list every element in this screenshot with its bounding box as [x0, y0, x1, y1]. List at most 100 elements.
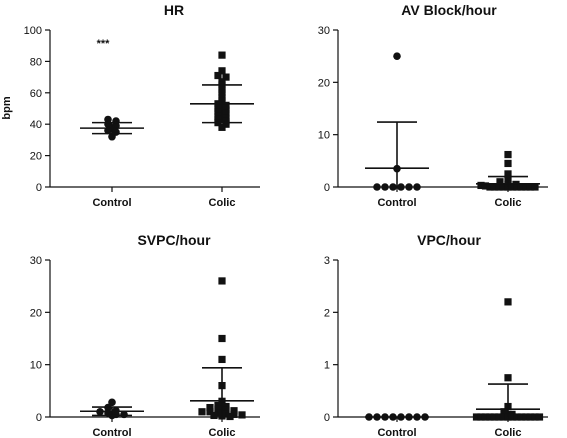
data-point-colic: [481, 182, 490, 190]
data-point-colic: [222, 109, 230, 117]
data-point-colic: [499, 413, 508, 421]
y-tick-label: 0: [36, 412, 42, 424]
y-tick-label: 0: [324, 182, 330, 194]
data-point-colic: [508, 413, 517, 421]
data-point-colic: [206, 408, 214, 416]
data-point-colic: [222, 410, 230, 418]
panel-title: SVPC/hour: [137, 232, 211, 248]
y-tick-label: 20: [30, 307, 42, 319]
y-tick-label: 60: [30, 88, 42, 100]
data-point-colic: [486, 183, 494, 191]
data-point-control: [405, 183, 413, 191]
data-point-colic: [531, 183, 539, 191]
data-point-colic: [214, 71, 222, 80]
data-point-control: [381, 183, 389, 191]
x-category-label: Colic: [209, 427, 236, 438]
panel-title: VPC/hour: [417, 232, 481, 248]
data-point-control: [393, 52, 401, 60]
data-point-colic: [513, 183, 521, 191]
data-point-colic: [499, 183, 508, 191]
data-point-colic: [214, 108, 222, 116]
data-point-colic: [222, 120, 230, 128]
y-tick-label: 10: [30, 360, 42, 372]
data-point-colic: [230, 407, 238, 415]
data-point-colic: [222, 73, 230, 81]
y-tick-label: 40: [30, 119, 42, 131]
y-tick-label: 3: [324, 255, 330, 267]
data-point-colic: [218, 355, 226, 364]
x-category-label: Colic: [495, 197, 522, 209]
data-point-colic: [226, 412, 234, 421]
data-point-control: [389, 183, 397, 191]
data-point-colic: [210, 411, 218, 420]
x-category-label: Colic: [209, 197, 236, 209]
data-point-colic: [214, 409, 222, 417]
y-axis-label: bpm: [1, 96, 13, 119]
data-point-colic: [486, 413, 494, 421]
x-category-label: Control: [377, 427, 416, 438]
data-point-colic: [477, 181, 485, 190]
data-point-control: [108, 398, 116, 407]
data-point-colic: [230, 410, 238, 418]
y-tick-label: 30: [30, 255, 42, 267]
data-point-colic: [535, 413, 544, 421]
y-tick-label: 1: [324, 360, 330, 372]
data-point-colic: [490, 413, 499, 421]
panel-title: AV Block/hour: [401, 2, 497, 18]
data-point-colic: [206, 403, 214, 412]
data-point-colic: [513, 413, 521, 421]
data-point-colic: [198, 408, 206, 416]
data-point-colic: [495, 413, 503, 421]
data-point-colic: [508, 183, 517, 191]
data-point-colic: [222, 406, 230, 414]
data-point-control: [108, 132, 116, 141]
data-point-colic: [522, 413, 530, 421]
x-category-label: Control: [92, 197, 131, 209]
data-point-colic: [526, 183, 535, 191]
x-category-label: Control: [92, 427, 131, 438]
data-point-colic: [504, 150, 512, 159]
data-point-colic: [500, 408, 508, 416]
data-point-colic: [222, 402, 230, 411]
y-tick-label: 0: [36, 182, 42, 194]
data-point-colic: [214, 405, 222, 413]
data-point-colic: [218, 67, 226, 75]
y-tick-label: 0: [324, 412, 330, 424]
y-tick-label: 30: [318, 25, 330, 37]
y-tick-label: 20: [318, 77, 330, 89]
data-point-colic: [504, 298, 512, 306]
data-point-colic: [526, 413, 535, 421]
data-point-colic: [517, 183, 526, 191]
data-point-colic: [504, 374, 512, 382]
data-point-colic: [490, 183, 499, 191]
data-point-colic: [218, 123, 226, 131]
y-tick-label: 80: [30, 56, 42, 68]
y-tick-label: 2: [324, 307, 330, 319]
data-point-colic: [504, 170, 512, 178]
y-tick-label: 20: [30, 151, 42, 163]
data-point-colic: [517, 413, 526, 421]
y-tick-label: 100: [24, 25, 42, 37]
x-category-label: Control: [377, 197, 416, 209]
data-point-control: [120, 410, 128, 419]
data-point-colic: [495, 183, 503, 191]
data-point-colic: [522, 183, 530, 191]
data-point-colic: [218, 334, 226, 343]
data-point-colic: [218, 277, 226, 285]
data-point-control: [413, 183, 421, 191]
data-point-control: [373, 183, 381, 191]
data-point-colic: [222, 101, 230, 109]
data-point-colic: [238, 411, 246, 419]
data-point-colic: [496, 178, 504, 186]
data-point-colic: [477, 413, 485, 421]
data-point-colic: [531, 413, 539, 421]
data-point-colic: [472, 413, 481, 421]
data-point-colic: [481, 413, 490, 421]
significance-annotation: ***: [97, 38, 111, 50]
data-point-colic: [504, 159, 512, 168]
data-point-control: [397, 183, 405, 191]
x-category-label: Colic: [495, 427, 522, 438]
y-tick-label: 10: [318, 130, 330, 142]
data-point-colic: [214, 401, 222, 410]
